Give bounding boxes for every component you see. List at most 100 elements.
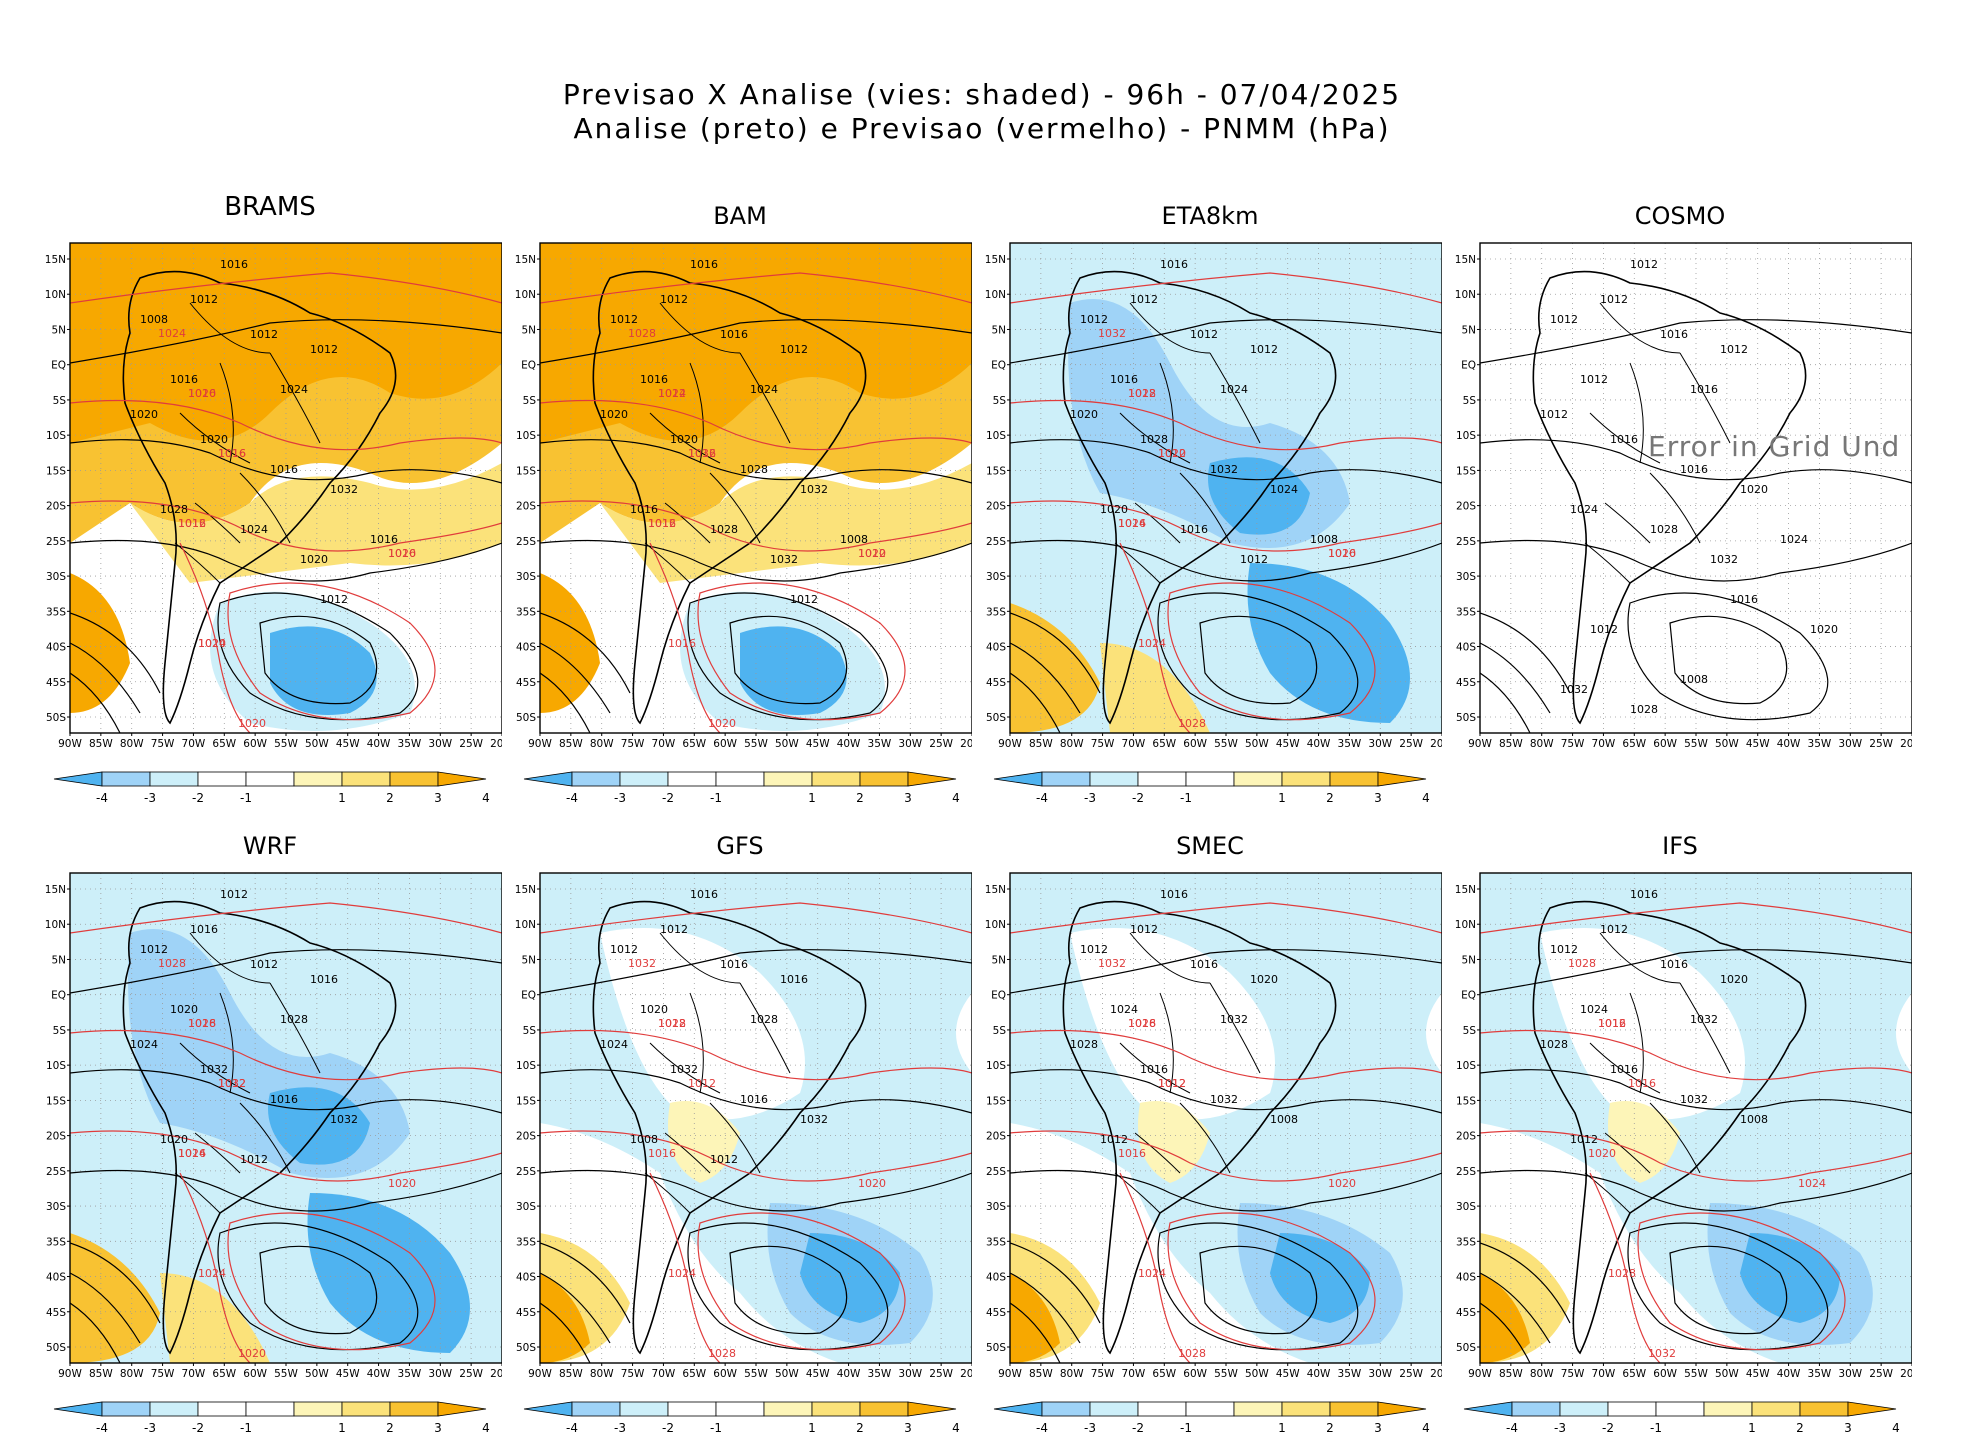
- lat-tick-label: 20S: [516, 1131, 536, 1143]
- lat-tick-label: 5N: [51, 324, 66, 336]
- analysis-contour-label: 1020: [160, 1133, 188, 1146]
- lat-tick-label: 50S: [986, 1342, 1006, 1354]
- analysis-contour-label: 1024: [600, 1038, 628, 1051]
- coastline: [1532, 270, 1807, 725]
- lon-tick-label: 70W: [182, 1368, 206, 1380]
- lat-tick-label: 40S: [516, 1272, 536, 1284]
- analysis-contour-label: 1028: [1650, 523, 1678, 536]
- colorbar-label: -2: [192, 791, 204, 805]
- analysis-contour-label: 1008: [1740, 1113, 1768, 1126]
- lon-tick-label: 70W: [1122, 1368, 1146, 1380]
- colorbar-label: -4: [566, 1421, 578, 1435]
- lon-tick-label: 35W: [868, 1368, 892, 1380]
- forecast-contour-label: 1024: [1138, 1267, 1166, 1280]
- colorbar-label: 4: [1422, 791, 1430, 805]
- lat-tick-label: 15N: [45, 254, 66, 266]
- analysis-contour-label: 1016: [780, 973, 808, 986]
- forecast-contour-label: 1016: [1118, 1147, 1146, 1160]
- map-plot: 1016101210121016101210161020102410201028…: [515, 242, 972, 750]
- analysis-contour-label: 1012: [1570, 1133, 1598, 1146]
- lat-tick-label: 25S: [46, 536, 66, 548]
- lon-tick-label: 20W: [960, 738, 972, 750]
- lat-tick-label: 15S: [986, 1095, 1006, 1107]
- lon-tick-label: 25W: [1869, 1368, 1893, 1380]
- colorbar-label: 1: [1278, 791, 1286, 805]
- colorbar-label: 3: [904, 791, 912, 805]
- lat-tick-label: 35S: [46, 1236, 66, 1248]
- analysis-contour-label: 1020: [600, 408, 628, 421]
- analysis-contour-label: 1008: [140, 313, 168, 326]
- map-plot: 1016101210121012101210161020102410281032…: [985, 242, 1442, 750]
- lat-tick-label: 15S: [516, 465, 536, 477]
- lon-tick-label: 35W: [1808, 738, 1832, 750]
- analysis-contour-label: 1020: [1720, 973, 1748, 986]
- lon-tick-label: 25W: [929, 738, 953, 750]
- forecast-contour-label: 1024: [198, 1267, 226, 1280]
- analysis-contour-label: 1032: [1220, 1013, 1248, 1026]
- colorbar-label: -2: [1132, 791, 1144, 805]
- lon-tick-label: 75W: [1091, 1368, 1115, 1380]
- analysis-contour-label: 1012: [1080, 313, 1108, 326]
- lon-tick-label: 50W: [305, 738, 329, 750]
- lon-tick-label: 45W: [806, 738, 830, 750]
- lon-tick-label: 85W: [1029, 1368, 1053, 1380]
- analysis-contour-label: 1012: [320, 593, 348, 606]
- colorbar-label: -3: [1084, 1421, 1096, 1435]
- analysis-contour-label: 1012: [610, 313, 638, 326]
- lon-tick-label: 90W: [1468, 1368, 1492, 1380]
- map-plot: 1012101610121012101610201024102810321016…: [45, 872, 502, 1380]
- lat-tick-label: 5N: [991, 954, 1006, 966]
- map-plot: 1016101210121016102010241028103210161032…: [1455, 872, 1912, 1380]
- lat-tick-label: 10N: [1455, 919, 1476, 931]
- lon-tick-label: 60W: [713, 738, 737, 750]
- lon-tick-label: 25W: [1399, 738, 1423, 750]
- lon-tick-label: 35W: [1338, 738, 1362, 750]
- bias-shade-pos3: [70, 1233, 160, 1363]
- analysis-contour-label: 1016: [1610, 433, 1638, 446]
- lat-tick-label: 30S: [1456, 571, 1476, 583]
- analysis-contour-label: 1016: [630, 503, 658, 516]
- figure-title-line1: Previsao X Analise (vies: shaded) - 96h …: [562, 78, 1402, 111]
- analysis-contour-label: 1016: [310, 973, 338, 986]
- lon-tick-label: 30W: [428, 1368, 452, 1380]
- lat-tick-label: EQ: [991, 360, 1006, 372]
- forecast-contour-label: 1024: [158, 327, 186, 340]
- lat-tick-label: 20S: [46, 501, 66, 513]
- lon-tick-label: 20W: [960, 1368, 972, 1380]
- forecast-contour-label: 1016: [668, 637, 696, 650]
- forecast-contour-label: 1028: [188, 1017, 216, 1030]
- forecast-contour-label: 1028: [1568, 957, 1596, 970]
- lat-tick-label: 5N: [1461, 954, 1476, 966]
- analysis-contour-label: 1028: [1140, 433, 1168, 446]
- forecast-contour-label: 1032: [1648, 1347, 1676, 1360]
- lat-tick-label: 20S: [986, 1131, 1006, 1143]
- colorbar-label: 2: [856, 791, 864, 805]
- lon-tick-label: 45W: [336, 1368, 360, 1380]
- forecast-contour-label: 1020: [198, 637, 226, 650]
- colorbar-label: 4: [1892, 1421, 1900, 1435]
- forecast-contour-label: 1020: [858, 1177, 886, 1190]
- analysis-contour-label: 1012: [660, 293, 688, 306]
- lat-tick-label: 20S: [1456, 501, 1476, 513]
- analysis-contour-label: 1016: [370, 533, 398, 546]
- lon-tick-label: 60W: [1653, 738, 1677, 750]
- analysis-contour-label: 1024: [1570, 503, 1598, 516]
- analysis-contour-label: 1016: [270, 463, 298, 476]
- colorbar-label: 2: [856, 1421, 864, 1435]
- colorbar-label: 2: [386, 1421, 394, 1435]
- panel-brams: BRAMS 1016 1012 1008 1012 1012 1016 1020 1024 102…: [38, 180, 502, 805]
- forecast-contour-label: 1024: [668, 1267, 696, 1280]
- analysis-contour-label: 1020: [1100, 503, 1128, 516]
- colorbar-label: -1: [1180, 791, 1192, 805]
- analysis-contour-label: 1016: [1680, 463, 1708, 476]
- colorbar-label: -3: [1554, 1421, 1566, 1435]
- lon-tick-label: 45W: [336, 738, 360, 750]
- lat-tick-label: 10S: [516, 430, 536, 442]
- lon-tick-label: 80W: [1060, 738, 1084, 750]
- bias-shade-neg4: [307, 1193, 470, 1353]
- colorbar-label: -3: [614, 1421, 626, 1435]
- colorbar-label: -4: [1506, 1421, 1518, 1435]
- lat-tick-label: 10N: [985, 919, 1006, 931]
- lat-tick-label: 5S: [53, 1025, 67, 1037]
- colorbar-label: -4: [1036, 791, 1048, 805]
